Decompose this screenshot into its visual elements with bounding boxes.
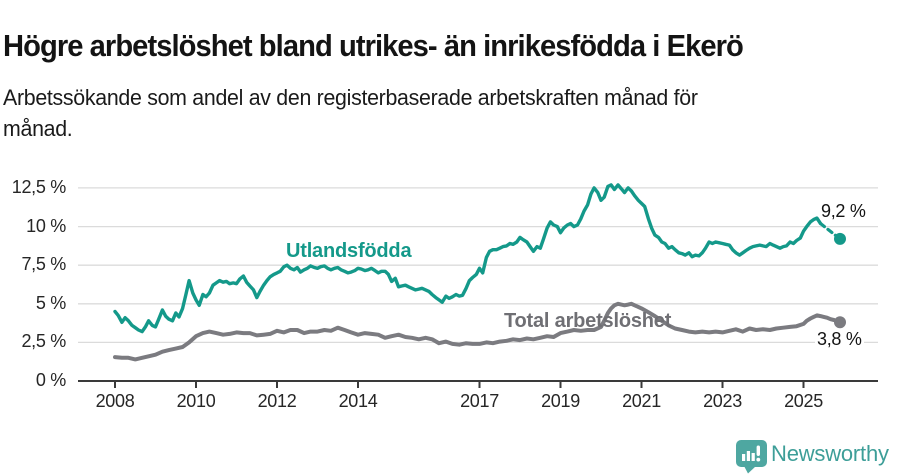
- bar-chart-speech-bubble-icon: [736, 440, 767, 474]
- series-label-utlandsfodda: Utlandsfödda: [286, 240, 412, 262]
- series-line-total: [113, 301, 836, 362]
- brand-name: Newsworthy: [771, 441, 889, 466]
- latest-value-label-utlandsfodda: 9,2 %: [821, 201, 866, 221]
- series-label-total: Total arbetslöshet: [504, 310, 672, 332]
- series-latest-dot-utlandsfodda: [834, 232, 846, 245]
- page-title: Högre arbetslöshet bland utrikes- än inr…: [3, 27, 744, 63]
- series-line-utlandsfodda: [113, 183, 823, 334]
- newsworthy-branding: Newsworthy: [735, 439, 889, 474]
- page-subtitle: Arbetssökande som andel av den registerb…: [3, 85, 698, 141]
- series-latest-dot-total: [834, 316, 846, 329]
- latest-value-label-total: 3,8 %: [815, 329, 864, 350]
